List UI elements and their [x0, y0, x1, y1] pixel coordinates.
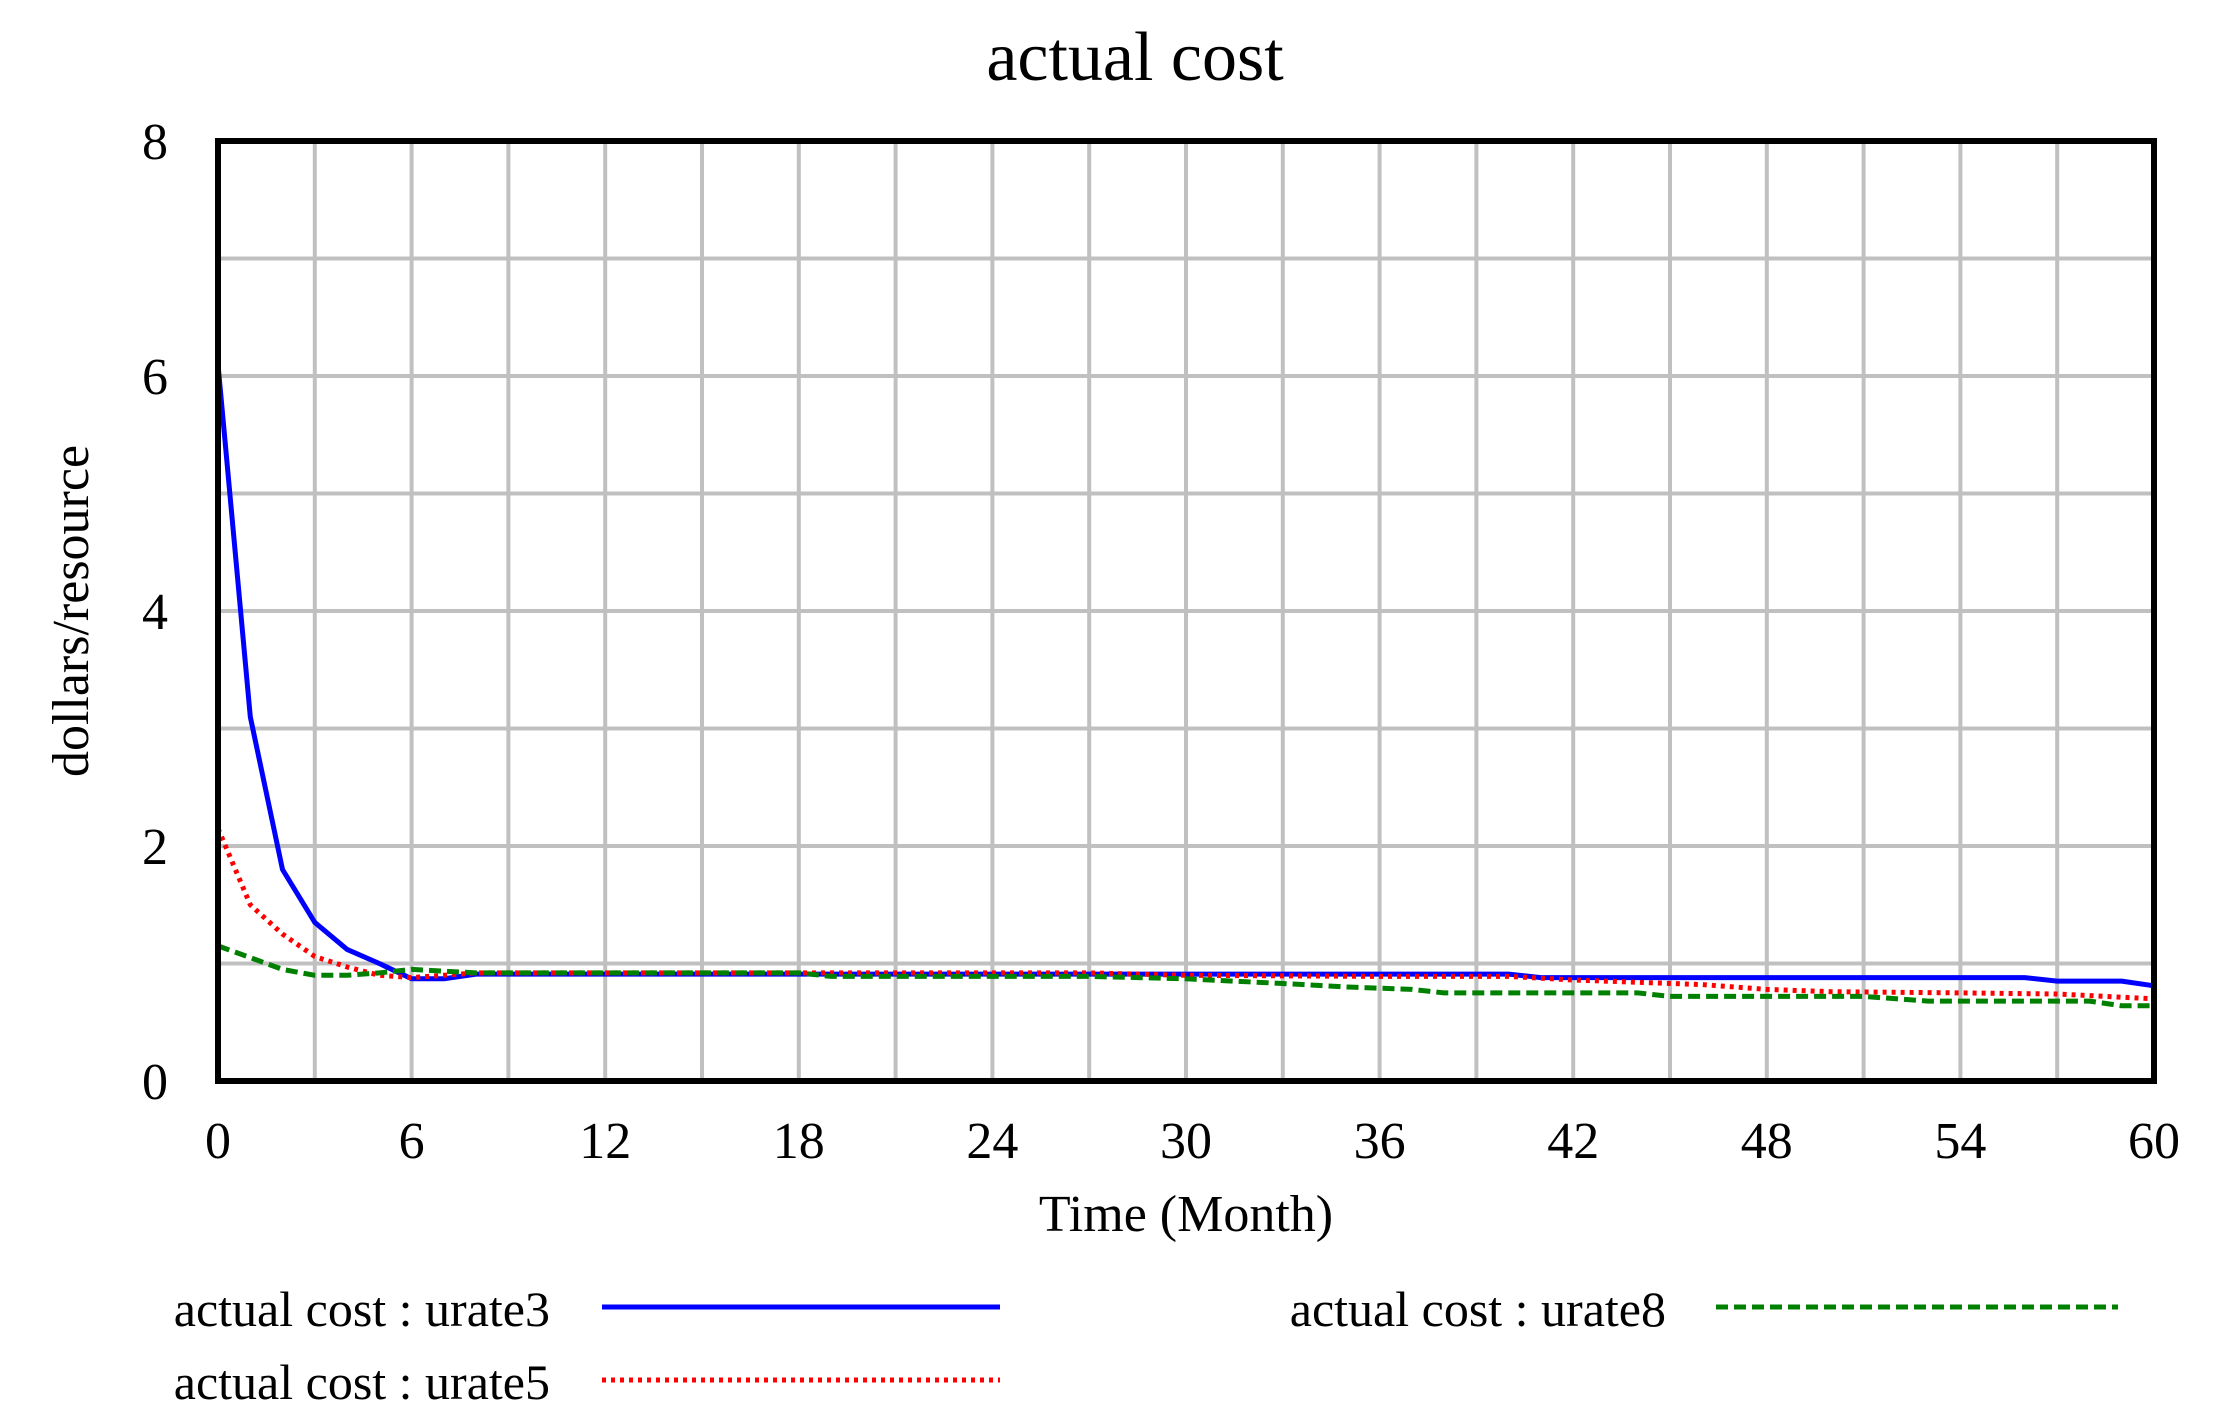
grid [218, 141, 2154, 1081]
x-tick-label: 48 [1741, 1113, 1793, 1170]
x-tick-label: 42 [1547, 1113, 1599, 1170]
x-tick-label: 60 [2128, 1113, 2180, 1170]
legend-label-1: actual cost : urate3 [174, 1281, 550, 1337]
y-axis-label: dollars/resource [43, 445, 100, 777]
y-tick-label: 8 [142, 114, 168, 171]
x-tick-label: 30 [1160, 1113, 1212, 1170]
series-line-3 [217, 943, 2154, 1009]
x-tick-label: 6 [399, 1113, 425, 1170]
x-tick-label: 36 [1354, 1113, 1406, 1170]
x-tick-label: 54 [1934, 1113, 1986, 1170]
x-axis-label: Time (Month) [1039, 1186, 1333, 1243]
legend-label-3: actual cost : urate8 [1290, 1281, 1666, 1337]
y-tick-label: 6 [142, 349, 168, 406]
x-tick-label: 0 [205, 1113, 231, 1170]
y-axis-ticks: 0 2 4 6 8 [142, 114, 168, 1111]
y-tick-label: 2 [142, 819, 168, 876]
x-tick-label: 24 [966, 1113, 1018, 1170]
legend: actual cost : urate3 actual cost : urate5… [174, 1281, 2118, 1410]
x-tick-label: 12 [579, 1113, 631, 1170]
y-tick-label: 0 [142, 1054, 168, 1111]
x-tick-label: 18 [773, 1113, 825, 1170]
chart-title: actual cost [986, 19, 1284, 96]
series-line-2 [215, 827, 2155, 1002]
y-tick-label: 4 [142, 584, 168, 641]
legend-label-2: actual cost : urate5 [174, 1354, 550, 1410]
plot-frame [215, 138, 2157, 1084]
series-lines [215, 364, 2155, 1009]
x-axis-ticks: 0 6 12 18 24 30 36 42 48 54 60 [205, 1113, 2180, 1170]
